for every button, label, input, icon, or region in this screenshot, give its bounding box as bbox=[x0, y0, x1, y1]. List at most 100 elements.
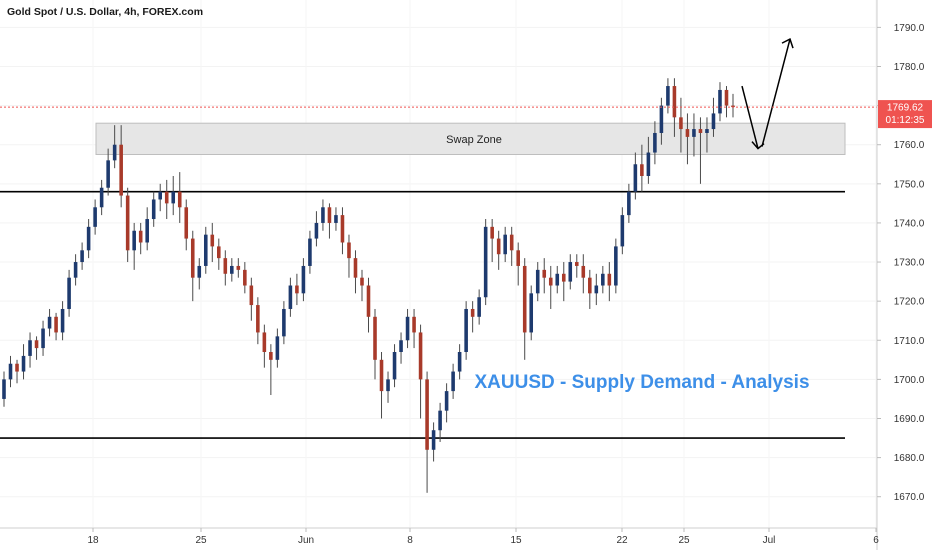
candle-body bbox=[353, 258, 358, 278]
candle-body bbox=[197, 265, 202, 278]
candle bbox=[386, 371, 390, 403]
candle-body bbox=[724, 89, 729, 106]
candle-body bbox=[392, 352, 397, 380]
candle-body bbox=[86, 226, 91, 251]
candle-body bbox=[262, 332, 267, 352]
candle bbox=[509, 226, 514, 266]
candle bbox=[8, 355, 13, 388]
candle-body bbox=[360, 277, 364, 286]
candle bbox=[217, 238, 221, 270]
candle-body bbox=[535, 269, 540, 294]
candle-body bbox=[718, 89, 722, 114]
candle-body bbox=[568, 262, 573, 282]
candle-body bbox=[522, 265, 527, 333]
last-price-badge-bg bbox=[878, 100, 932, 129]
candle bbox=[340, 207, 345, 255]
candle bbox=[230, 258, 234, 282]
candle bbox=[171, 176, 176, 216]
candle-body bbox=[666, 86, 670, 106]
candle-body bbox=[295, 285, 299, 294]
candle bbox=[119, 125, 123, 208]
candle bbox=[106, 148, 110, 196]
candle bbox=[2, 371, 6, 407]
candle bbox=[711, 97, 716, 137]
price-tick-label: 1670.0 bbox=[894, 492, 925, 503]
candle bbox=[666, 78, 670, 114]
candle-body bbox=[347, 242, 351, 259]
time-axis[interactable]: 18 25 Jun 8 15 22 25 Jul 6 bbox=[0, 527, 879, 546]
candle-body bbox=[15, 363, 19, 372]
horizontal-levels bbox=[0, 190, 845, 439]
candle bbox=[555, 265, 560, 294]
candle bbox=[672, 78, 677, 137]
candle bbox=[542, 258, 547, 294]
candle-body bbox=[438, 410, 442, 431]
candle-body bbox=[249, 285, 254, 306]
candle-body bbox=[314, 222, 319, 239]
price-tick-label: 1680.0 bbox=[894, 453, 925, 464]
candle-body bbox=[67, 277, 71, 309]
candle-body bbox=[125, 195, 130, 251]
candle bbox=[243, 262, 247, 294]
candle-body bbox=[620, 215, 625, 247]
candle-body bbox=[2, 379, 6, 399]
projection-arrows bbox=[741, 38, 794, 150]
symbol-title: Gold Spot / U.S. Dollar, 4h, FOREX.com bbox=[7, 6, 203, 18]
candle bbox=[164, 179, 169, 220]
candle-body bbox=[496, 238, 501, 255]
candle bbox=[60, 301, 65, 341]
candle bbox=[158, 183, 163, 212]
candle bbox=[379, 352, 384, 419]
candle bbox=[601, 265, 605, 294]
candle-body bbox=[230, 265, 234, 274]
candle-body bbox=[132, 230, 136, 251]
candle bbox=[496, 230, 501, 270]
candle-body bbox=[184, 207, 189, 239]
candle bbox=[269, 344, 273, 396]
candle bbox=[184, 199, 189, 251]
price-tick-label: 1780.0 bbox=[894, 62, 925, 73]
projection-leg-up bbox=[761, 38, 791, 147]
candle-body bbox=[627, 191, 631, 216]
candle bbox=[41, 320, 45, 356]
candle-body bbox=[509, 234, 514, 251]
time-tick-labels: 18 25 Jun 8 15 22 25 Jul 6 bbox=[87, 528, 879, 546]
candle bbox=[67, 269, 71, 317]
candle-body bbox=[301, 265, 306, 294]
candle bbox=[457, 344, 462, 380]
candle-body bbox=[21, 355, 26, 372]
candle-body bbox=[653, 132, 657, 153]
candle-body bbox=[483, 226, 488, 298]
candle bbox=[177, 172, 182, 223]
candle bbox=[86, 219, 91, 259]
candle-body bbox=[470, 308, 475, 317]
candle bbox=[646, 136, 651, 184]
price-tick-label: 1760.0 bbox=[894, 140, 925, 151]
time-tick-label: 25 bbox=[678, 535, 690, 546]
candle-body bbox=[516, 250, 520, 266]
candle-body bbox=[282, 308, 286, 337]
candle bbox=[594, 273, 599, 306]
candle-body bbox=[464, 308, 468, 352]
candle bbox=[112, 125, 117, 169]
candle bbox=[477, 289, 481, 325]
candle bbox=[47, 308, 52, 337]
price-tick-label: 1740.0 bbox=[894, 218, 925, 229]
candle-body bbox=[594, 285, 599, 294]
candle bbox=[301, 258, 306, 302]
candle-body bbox=[60, 308, 65, 333]
time-tick-label: Jul bbox=[763, 535, 776, 546]
price-tick-label: 1720.0 bbox=[894, 297, 925, 308]
candle bbox=[633, 152, 638, 200]
price-tick-label: 1710.0 bbox=[894, 336, 925, 347]
candle bbox=[125, 187, 130, 263]
candle bbox=[145, 207, 149, 251]
candle-body bbox=[275, 336, 280, 360]
candle-body bbox=[451, 371, 455, 392]
swap-zone: Swap Zone bbox=[95, 122, 846, 155]
candle-body bbox=[171, 191, 176, 204]
price-axis[interactable]: 1670.0 1680.0 1690.0 1700.0 1710.0 1720.0 1730… bbox=[876, 0, 932, 550]
candle-body bbox=[321, 207, 325, 223]
candle-body bbox=[581, 265, 586, 278]
